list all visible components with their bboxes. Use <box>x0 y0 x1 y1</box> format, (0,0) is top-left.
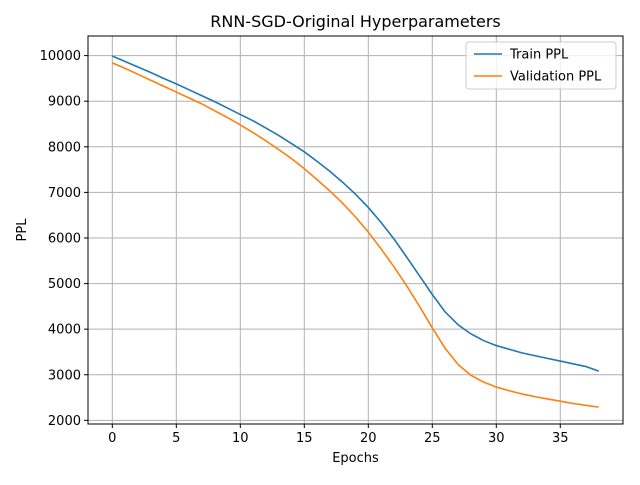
y-tick-label: 7000 <box>48 186 81 201</box>
y-tick-label: 6000 <box>48 231 81 246</box>
tick-layer: 0 5 10 15 20 25 30 35 2000 3000 4000 5000 6000 7000 80… <box>40 49 569 446</box>
x-tick-label: 15 <box>296 431 313 446</box>
axes-frame <box>87 35 624 425</box>
y-axis-label: PPL <box>15 218 30 242</box>
chart-title: RNN-SGD-Original Hyperparameters <box>210 12 501 31</box>
legend-label-validation-ppl: Validation PPL <box>510 70 602 85</box>
y-tick-label: 9000 <box>48 95 81 110</box>
validation-ppl-line <box>112 62 599 408</box>
y-tick-label: 8000 <box>48 140 81 155</box>
x-tick-label: 0 <box>108 431 116 446</box>
legend: Train PPL Validation PPL <box>465 41 617 90</box>
y-tick-label: 4000 <box>48 323 81 338</box>
x-tick-label: 20 <box>360 431 377 446</box>
x-tick-label: 30 <box>488 431 505 446</box>
y-tick-label: 10000 <box>40 49 81 64</box>
legend-box <box>465 41 617 90</box>
x-tick-label: 10 <box>232 431 249 446</box>
y-tick-label: 5000 <box>48 277 81 292</box>
x-tick-label: 35 <box>552 431 569 446</box>
x-axis-label: Epochs <box>332 451 379 466</box>
x-tick-label: 5 <box>172 431 180 446</box>
y-tick-label: 3000 <box>48 368 81 383</box>
series-layer <box>112 55 599 408</box>
train-ppl-line <box>112 55 599 372</box>
y-tick-label: 2000 <box>48 414 81 429</box>
x-tick-label: 25 <box>424 431 441 446</box>
legend-label-train-ppl: Train PPL <box>509 48 569 63</box>
grid-layer <box>88 36 623 424</box>
